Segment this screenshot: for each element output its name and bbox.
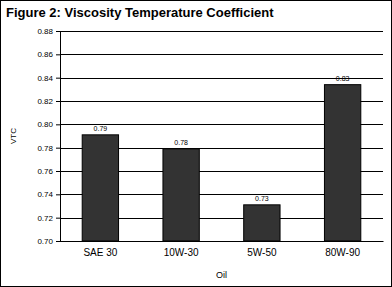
data-label: 0.73 — [255, 195, 269, 202]
y-tick-label: 0.74 — [37, 190, 53, 199]
y-tick-mark — [56, 54, 60, 55]
chart: Figure 2: Viscosity Temperature Coeffici… — [0, 0, 392, 287]
y-tick-label: 0.86 — [37, 50, 53, 59]
x-tick: 10W-30 — [164, 241, 199, 258]
y-tick-mark — [56, 218, 60, 219]
y-tick-mark — [56, 241, 60, 242]
title: Figure 2: Viscosity Temperature Coeffici… — [6, 5, 274, 20]
bar — [324, 85, 360, 241]
y-axis-title: VTC — [9, 128, 18, 144]
data-label: 0.83 — [336, 75, 350, 82]
y-tick-label: 0.88 — [37, 27, 53, 36]
y-tick: 0.72 — [37, 214, 60, 223]
bar — [163, 149, 199, 241]
y-tick-mark — [56, 31, 60, 32]
y-tick-label: 0.80 — [37, 120, 53, 129]
x-axis-title: Oil — [216, 270, 227, 280]
grid-line — [60, 54, 383, 55]
x-tick-label: 80W-90 — [325, 247, 360, 258]
y-tick: 0.70 — [37, 237, 60, 246]
y-tick-label: 0.84 — [37, 74, 53, 83]
x-axis-line — [61, 241, 384, 242]
grid-line — [60, 241, 383, 242]
grid — [60, 32, 383, 242]
bars — [82, 85, 361, 241]
y-axis-line — [56, 32, 61, 242]
y-tick: 0.76 — [37, 167, 60, 176]
y-tick-mark — [56, 101, 60, 102]
y-tick-label: 0.72 — [37, 214, 53, 223]
y-tick: 0.86 — [37, 50, 60, 59]
y-tick: 0.88 — [37, 27, 60, 36]
x-tick-label: 5W-50 — [247, 247, 277, 258]
y-tick-mark — [56, 78, 60, 79]
x-tick: 80W-90 — [325, 241, 360, 258]
frame — [1, 1, 392, 287]
y-tick-label: 0.82 — [37, 97, 53, 106]
y-tick: 0.74 — [37, 190, 60, 199]
bar — [82, 135, 118, 241]
data-labels: 0.79 0.78 0.73 0.83 — [94, 75, 350, 202]
x-tick: 5W-50 — [247, 241, 277, 258]
y-tick-label: 0.76 — [37, 167, 53, 176]
y-tick-mark — [56, 194, 60, 195]
grid-line — [60, 31, 383, 32]
y-tick: 0.82 — [37, 97, 60, 106]
y-tick: 0.84 — [37, 74, 60, 83]
y-tick-label: 0.70 — [37, 237, 53, 246]
x-tick-label: 10W-30 — [164, 247, 199, 258]
y-tick: 0.80 — [37, 120, 60, 129]
grid-line — [60, 78, 383, 79]
data-label: 0.79 — [94, 125, 108, 132]
x-tick-label: SAE 30 — [83, 247, 117, 258]
data-label: 0.78 — [174, 139, 188, 146]
x-axis: SAE 30 10W-30 5W-50 80W-90 — [61, 241, 384, 258]
plot: 0.79 0.78 0.73 0.83 0.70 0.72 0.74 0.76 0.78 0.80… — [37, 27, 383, 258]
y-tick-label: 0.78 — [37, 144, 53, 153]
y-tick: 0.78 — [37, 144, 60, 153]
y-tick-mark — [56, 171, 60, 172]
x-tick: SAE 30 — [83, 241, 117, 258]
y-tick-mark — [56, 124, 60, 125]
y-tick-mark — [56, 148, 60, 149]
bar — [244, 205, 280, 241]
y-axis: 0.70 0.72 0.74 0.76 0.78 0.80 0.82 0.84 0.86 0.88 — [37, 27, 60, 246]
